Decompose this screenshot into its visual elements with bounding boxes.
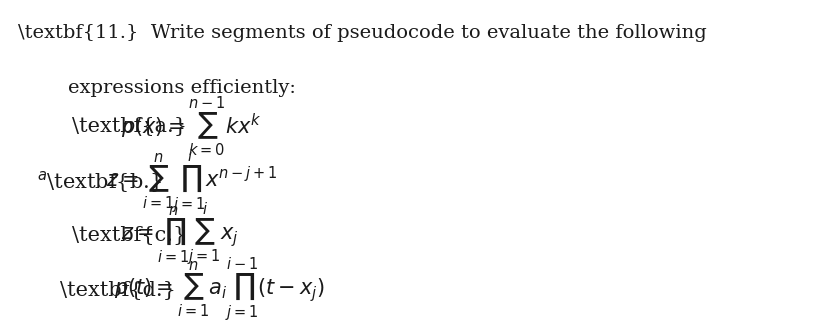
- Text: \textbf{c.}: \textbf{c.}: [71, 226, 185, 245]
- Text: $z = \sum_{i=1}^{n} \prod_{j=1}^{i} x^{n-j+1}$: $z = \sum_{i=1}^{n} \prod_{j=1}^{i} x^{n…: [106, 149, 277, 216]
- Text: expressions efficiently:: expressions efficiently:: [68, 79, 296, 97]
- Text: $z = \prod_{i=1}^{n} \sum_{j=1}^{i} x_j$: $z = \prod_{i=1}^{n} \sum_{j=1}^{i} x_j$: [121, 202, 238, 268]
- Text: \textbf{a.}: \textbf{a.}: [71, 117, 186, 136]
- Text: $^a$\textbf{b.}: $^a$\textbf{b.}: [37, 169, 161, 195]
- Text: $p(t) = \sum_{i=1}^{n} a_i \prod_{j=1}^{i-1} (t - x_j)$: $p(t) = \sum_{i=1}^{n} a_i \prod_{j=1}^{…: [113, 258, 324, 324]
- Text: \textbf{11.}  Write segments of pseudocode to evaluate the following: \textbf{11.} Write segments of pseudocod…: [18, 24, 706, 42]
- Text: \textbf{d.}: \textbf{d.}: [60, 281, 176, 300]
- Text: $p(x) = \sum_{k=0}^{n-1} kx^k$: $p(x) = \sum_{k=0}^{n-1} kx^k$: [121, 95, 262, 158]
